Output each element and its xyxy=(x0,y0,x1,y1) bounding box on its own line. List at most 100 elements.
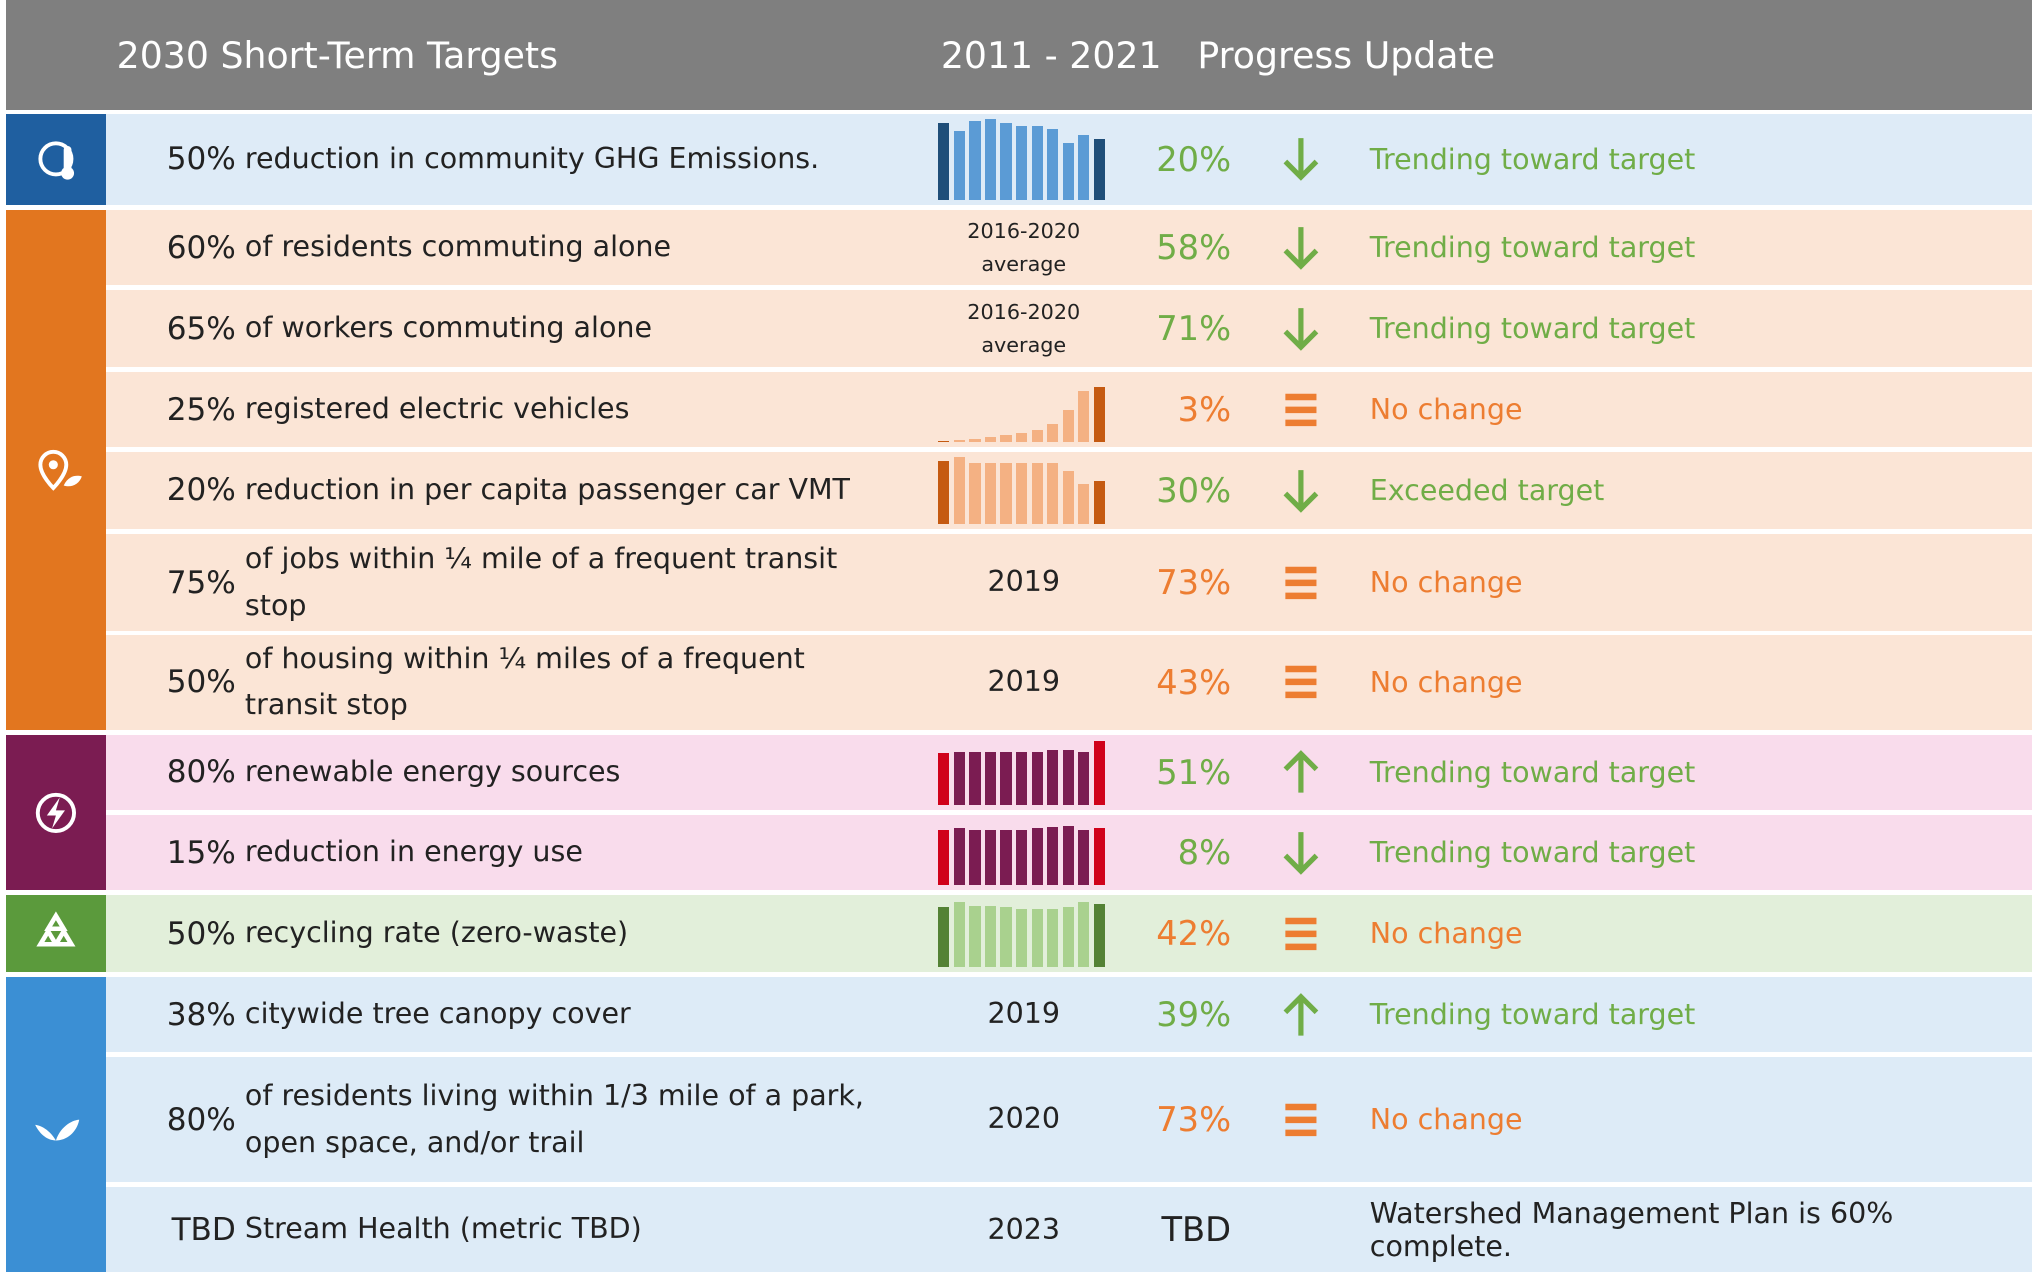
spark-bar xyxy=(1000,751,1012,805)
trend-arrow xyxy=(1285,666,1317,699)
group-icon xyxy=(6,734,107,891)
period: 2019 xyxy=(987,997,1061,1031)
trend-icon xyxy=(1275,452,1327,528)
target: 20% xyxy=(166,472,236,509)
target: 65% xyxy=(166,310,236,347)
trend-arrow xyxy=(1285,393,1317,426)
spark-bar xyxy=(1016,462,1028,524)
trend-icon xyxy=(1275,114,1327,205)
spark-bar xyxy=(1093,139,1105,200)
spark-bar xyxy=(1016,908,1028,967)
target: 75% xyxy=(166,564,236,601)
spark-bar xyxy=(1000,123,1012,200)
status: No change xyxy=(1369,1103,1523,1137)
trend-icon xyxy=(1275,635,1327,730)
target: 25% xyxy=(166,391,236,428)
trend-arrow xyxy=(1283,750,1319,794)
spark-bar xyxy=(1031,751,1043,805)
spark-bar xyxy=(984,436,997,442)
spark-bar xyxy=(1062,907,1074,967)
spark-bar xyxy=(984,830,997,886)
period: 2019 xyxy=(987,665,1061,699)
target: 38% xyxy=(166,996,236,1033)
spark-bar xyxy=(953,457,965,524)
spark-bar xyxy=(1062,409,1074,442)
header-targets: 2030 Short-Term Targets xyxy=(116,33,559,77)
group-icon xyxy=(6,114,107,205)
spark-bar xyxy=(938,123,950,200)
spark-bar xyxy=(1093,386,1105,442)
spark-bar xyxy=(953,901,965,967)
spark-bar xyxy=(1000,462,1012,524)
spark-bar xyxy=(1062,749,1074,805)
header-period: 2011 - 2021 xyxy=(940,33,1162,77)
spark-bar xyxy=(938,460,950,524)
trend-icon xyxy=(1275,815,1327,890)
value: 51% xyxy=(1156,752,1232,792)
description: of housing within ¼ miles of a frequent … xyxy=(244,641,805,722)
spark-bar xyxy=(1093,828,1105,886)
description: reduction in per capita passenger car VM… xyxy=(244,473,850,507)
target: TBD xyxy=(171,1211,236,1248)
trend-icon xyxy=(1275,895,1327,971)
target: 50% xyxy=(166,915,236,952)
spark-bar xyxy=(1031,828,1043,886)
status: Trending toward target xyxy=(1369,998,1696,1032)
spark-bar xyxy=(953,828,965,886)
spark-bar xyxy=(969,462,981,524)
status: No change xyxy=(1369,566,1523,599)
description: renewable energy sources xyxy=(244,755,621,789)
spark-bar xyxy=(1062,143,1074,200)
row-background xyxy=(106,290,2032,367)
value: 43% xyxy=(1156,662,1232,702)
spark-bar xyxy=(1016,751,1028,805)
group-icon xyxy=(6,895,107,972)
row-background xyxy=(106,533,2032,632)
spark-bar xyxy=(969,438,981,442)
spark-bar xyxy=(969,120,981,200)
value: 73% xyxy=(1156,563,1232,602)
spark-bar xyxy=(1031,462,1043,524)
spark-bar xyxy=(969,830,981,886)
spark-bar xyxy=(938,830,950,886)
spark-bar xyxy=(984,905,997,967)
header xyxy=(6,0,2032,111)
trend-arrow xyxy=(1285,1103,1317,1136)
trend-arrow xyxy=(1283,831,1319,875)
spark-bar xyxy=(1078,391,1090,442)
status: Trending toward target xyxy=(1369,312,1696,345)
description: recycling rate (zero-waste) xyxy=(244,916,629,950)
spark-bar xyxy=(1062,470,1074,524)
description: reduction in community GHG Emissions. xyxy=(244,142,820,176)
spark-bar xyxy=(969,751,981,805)
trend-arrow xyxy=(1285,917,1317,950)
spark-bar xyxy=(1047,749,1059,805)
value: 42% xyxy=(1156,914,1232,954)
value: 71% xyxy=(1156,309,1232,348)
icon xyxy=(38,449,83,491)
trend-icon xyxy=(1275,977,1327,1052)
trend-arrow xyxy=(1285,566,1317,599)
target: 80% xyxy=(166,754,236,791)
value: 73% xyxy=(1156,1100,1232,1140)
icon xyxy=(35,1119,80,1141)
spark-bar xyxy=(1031,430,1043,442)
trend-icon xyxy=(1275,290,1327,366)
spark-bar xyxy=(1016,830,1028,886)
spark-bar xyxy=(969,905,981,967)
trend-icon xyxy=(1275,1057,1327,1181)
status: Watershed Management Plan is 60% complet… xyxy=(1369,1196,1894,1263)
description: of workers commuting alone xyxy=(244,311,652,345)
period: 2023 xyxy=(987,1212,1061,1246)
status: Trending toward target xyxy=(1369,142,1696,176)
status: Exceeded target xyxy=(1369,473,1605,507)
spark-bar xyxy=(1078,483,1090,524)
description: of jobs within ¼ mile of a frequent tran… xyxy=(244,541,838,622)
spark-bar xyxy=(1078,751,1090,805)
value: 8% xyxy=(1177,833,1232,873)
value: 20% xyxy=(1156,139,1232,179)
spark-bar xyxy=(1031,125,1043,200)
group-icon xyxy=(6,977,107,1272)
spark-bar xyxy=(1047,826,1059,886)
spark-bar xyxy=(938,440,950,442)
